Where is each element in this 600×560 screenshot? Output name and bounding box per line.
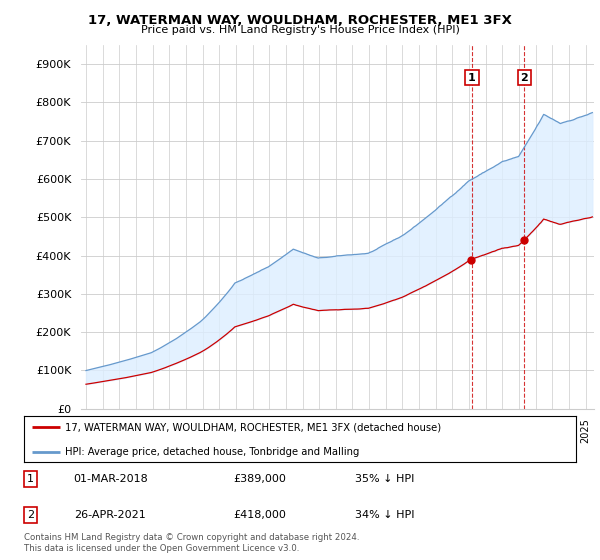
Text: 01-MAR-2018: 01-MAR-2018 xyxy=(74,474,148,484)
Text: £418,000: £418,000 xyxy=(234,510,287,520)
Text: Contains HM Land Registry data © Crown copyright and database right 2024.
This d: Contains HM Land Registry data © Crown c… xyxy=(24,533,359,553)
Text: HPI: Average price, detached house, Tonbridge and Malling: HPI: Average price, detached house, Tonb… xyxy=(65,447,360,457)
Text: 34% ↓ HPI: 34% ↓ HPI xyxy=(355,510,415,520)
Text: 26-APR-2021: 26-APR-2021 xyxy=(74,510,145,520)
Text: 2: 2 xyxy=(27,510,34,520)
Text: 17, WATERMAN WAY, WOULDHAM, ROCHESTER, ME1 3FX (detached house): 17, WATERMAN WAY, WOULDHAM, ROCHESTER, M… xyxy=(65,422,442,432)
Text: 1: 1 xyxy=(27,474,34,484)
Text: 35% ↓ HPI: 35% ↓ HPI xyxy=(355,474,415,484)
Text: Price paid vs. HM Land Registry's House Price Index (HPI): Price paid vs. HM Land Registry's House … xyxy=(140,25,460,35)
Text: £389,000: £389,000 xyxy=(234,474,287,484)
Text: 17, WATERMAN WAY, WOULDHAM, ROCHESTER, ME1 3FX: 17, WATERMAN WAY, WOULDHAM, ROCHESTER, M… xyxy=(88,14,512,27)
Text: 1: 1 xyxy=(468,73,476,82)
Text: 2: 2 xyxy=(521,73,528,82)
